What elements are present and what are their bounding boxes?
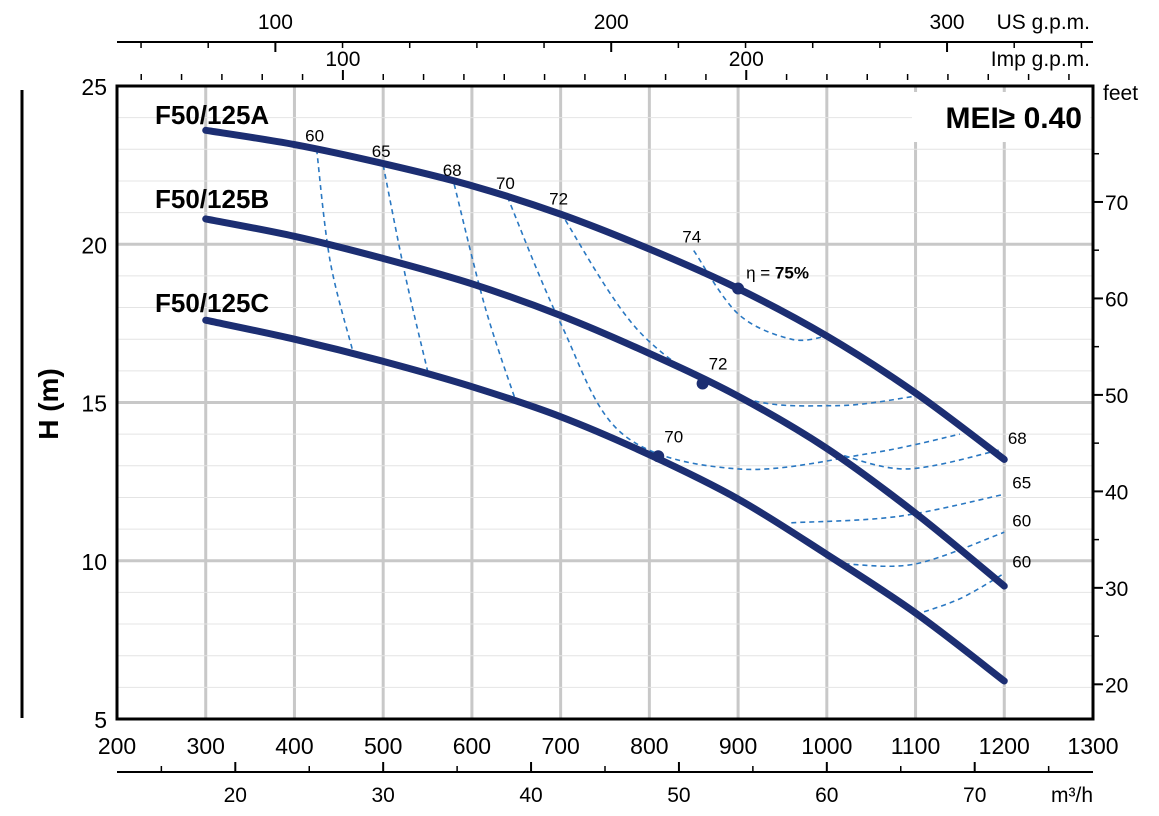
- efficiency-contour-60: [844, 531, 1005, 568]
- efficiency-contour-label: 70: [496, 174, 515, 193]
- efficiency-contour-label: 60: [1012, 552, 1031, 571]
- x-tick-label: 600: [453, 733, 491, 759]
- m3h-tick-label: 60: [815, 784, 838, 807]
- efficiency-contour-60: [915, 572, 1005, 616]
- x-tick-label: 1000: [801, 733, 852, 759]
- efficiency-contour-label: 74: [682, 228, 701, 247]
- eta-prefix: η =: [746, 264, 775, 283]
- imp-gpm-axis-label: Imp g.p.m.: [991, 48, 1090, 71]
- series-label: F50/125B: [155, 184, 269, 214]
- efficiency-contour-65: [791, 493, 1005, 524]
- efficiency-point: [652, 450, 665, 463]
- efficiency-contour-label: 72: [549, 190, 568, 209]
- x-tick-label: 300: [187, 733, 225, 759]
- m3h-tick-label: 70: [963, 784, 986, 807]
- x-tick-label: 200: [98, 733, 136, 759]
- series-line-F50/125C: [202, 316, 1008, 685]
- efficiency-contour-68: [453, 183, 518, 403]
- series-label: F50/125C: [155, 288, 269, 318]
- y-tick-label: 5: [94, 707, 107, 733]
- efficiency-contour-label: 68: [1008, 429, 1027, 448]
- x-tick-label: 700: [541, 733, 579, 759]
- efficiency-contour-70: [506, 196, 961, 471]
- efficiency-point-label: 70: [664, 427, 683, 446]
- plot-frame: [115, 84, 1095, 721]
- efficiency-contour-label: 68: [443, 161, 462, 180]
- m3h-tick-label: 30: [372, 784, 395, 807]
- y-axis-label: H (m): [33, 368, 64, 440]
- efficiency-contour-label: 65: [1012, 473, 1031, 492]
- x-tick-label: 500: [364, 733, 402, 759]
- y-tick-label: 20: [81, 232, 107, 258]
- efficiency-contour-68: [835, 449, 1000, 470]
- eta-best-value: 75%: [775, 264, 809, 283]
- efficiency-contour-label: 60: [305, 126, 324, 145]
- m3h-tick-label: 50: [667, 784, 690, 807]
- feet-tick-label: 30: [1105, 578, 1128, 601]
- us-gpm-axis-label: US g.p.m.: [997, 11, 1090, 34]
- series-line-F50/125B: [202, 215, 1008, 590]
- us-gpm-tick-label: 300: [930, 11, 965, 34]
- efficiency-contour-label: 60: [1012, 511, 1031, 530]
- y-tick-label: 10: [81, 549, 107, 575]
- efficiency-point: [696, 377, 709, 390]
- efficiency-contour-60: [315, 149, 353, 349]
- mei-label: MEI≥ 0.40: [945, 102, 1082, 135]
- feet-tick-label: 50: [1105, 385, 1128, 408]
- x-tick-label: 1300: [1067, 733, 1118, 759]
- efficiency-point-label: 72: [709, 355, 728, 374]
- series-label: F50/125A: [155, 100, 269, 130]
- m3h-tick-label: 40: [519, 784, 542, 807]
- best-efficiency-label: η = 75%: [746, 264, 809, 283]
- x-tick-label: 400: [275, 733, 313, 759]
- m3h-tick-label: 20: [224, 784, 247, 807]
- feet-axis-label: feet: [1103, 82, 1138, 105]
- mei-box: [912, 92, 1090, 142]
- feet-tick-label: 40: [1105, 481, 1128, 504]
- imp-gpm-tick-label: 200: [729, 48, 764, 71]
- efficiency-contour-74: [693, 250, 827, 342]
- efficiency-point: [732, 282, 745, 295]
- feet-tick-label: 60: [1105, 288, 1128, 311]
- efficiency-contour-65: [382, 164, 429, 372]
- feet-tick-label: 70: [1105, 192, 1128, 215]
- series-line-F50/125A: [202, 126, 1008, 463]
- us-gpm-tick-label: 200: [594, 11, 629, 34]
- x-tick-label: 1200: [979, 733, 1030, 759]
- efficiency-contour-label: 65: [372, 142, 391, 161]
- m3h-axis-label: m³/h: [1051, 784, 1093, 807]
- x-tick-label: 900: [719, 733, 757, 759]
- x-tick-label: 1100: [891, 733, 940, 759]
- y-tick-label: 15: [81, 391, 107, 417]
- feet-tick-label: 20: [1105, 674, 1128, 697]
- x-tick-label: 800: [630, 733, 668, 759]
- y-tick-label: 25: [81, 74, 107, 100]
- us-gpm-tick-label: 100: [258, 11, 293, 34]
- imp-gpm-tick-label: 100: [325, 48, 360, 71]
